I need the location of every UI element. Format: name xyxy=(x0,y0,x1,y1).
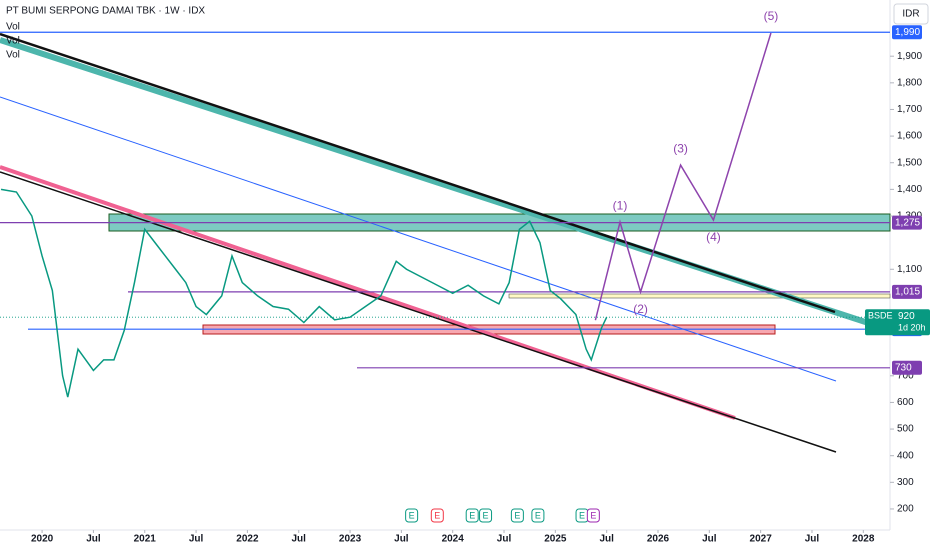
wave-label: (2) xyxy=(633,302,648,316)
earnings-label: E xyxy=(514,510,520,520)
x-tick-label: Jul xyxy=(394,534,409,545)
currency-box[interactable] xyxy=(893,3,929,25)
x-tick-label: Jul xyxy=(702,534,717,545)
y-tick-label: 1,900 xyxy=(897,51,922,62)
y-tick-label: 300 xyxy=(897,477,914,488)
price-line xyxy=(0,188,608,398)
level-label-box xyxy=(892,215,922,230)
wave-label: (4) xyxy=(706,230,721,244)
level-label: 730 xyxy=(895,362,912,373)
y-tick-label: 1,700 xyxy=(897,104,922,115)
chart-title: PT BUMI SERPONG DAMAI TBK · 1W · IDX xyxy=(6,6,205,17)
y-tick-label: 200 xyxy=(897,504,914,515)
y-tick-label: 500 xyxy=(897,424,914,435)
level-label-box xyxy=(892,360,922,375)
y-tick-label: 600 xyxy=(897,397,914,408)
indicator-label: Vol xyxy=(6,50,20,61)
x-tick-label: 2026 xyxy=(647,534,670,545)
earnings-label: E xyxy=(483,510,489,520)
y-tick-label: 1,100 xyxy=(897,264,922,275)
earnings-label: E xyxy=(434,510,440,520)
earnings-marker xyxy=(430,508,444,523)
level-label: 1,015 xyxy=(895,287,920,298)
countdown: 1d 20h xyxy=(898,323,926,333)
x-tick-label: 2027 xyxy=(750,534,773,545)
last-price: 920 xyxy=(898,311,915,322)
trend-line xyxy=(0,171,837,453)
y-tick-label: 1,500 xyxy=(897,157,922,168)
trend-line xyxy=(0,165,736,420)
wave-label: (3) xyxy=(673,141,688,155)
x-tick-label: 2020 xyxy=(31,534,54,545)
earnings-label: E xyxy=(469,510,475,520)
x-tick-label: 2025 xyxy=(544,534,567,545)
x-tick-label: 2022 xyxy=(236,534,259,545)
wave-label: (5) xyxy=(764,9,779,23)
wave-label: (1) xyxy=(613,198,628,212)
level-label: 1,990 xyxy=(895,27,920,38)
x-tick-label: Jul xyxy=(599,534,614,545)
x-tick-label: Jul xyxy=(805,534,820,545)
zone xyxy=(508,293,891,299)
earnings-label: E xyxy=(409,510,415,520)
earnings-marker xyxy=(531,508,545,523)
x-tick-label: Jul xyxy=(86,534,101,545)
wave-path xyxy=(594,32,772,321)
earnings-marker xyxy=(586,508,600,523)
y-tick-label: 1,400 xyxy=(897,184,922,195)
earnings-marker xyxy=(465,508,479,523)
x-tick-label: 2028 xyxy=(852,534,875,545)
x-tick-label: 2023 xyxy=(339,534,362,545)
trend-line xyxy=(0,96,837,382)
earnings-label: E xyxy=(590,510,596,520)
earnings-marker xyxy=(510,508,524,523)
price-box xyxy=(865,309,930,336)
earnings-label: E xyxy=(535,510,541,520)
level-label: 1,275 xyxy=(895,217,920,228)
x-tick-label: Jul xyxy=(497,534,512,545)
x-tick-label: Jul xyxy=(189,534,204,545)
x-tick-label: 2021 xyxy=(134,534,157,545)
y-tick-label: 400 xyxy=(897,450,914,461)
trend-line xyxy=(0,32,836,314)
earnings-marker xyxy=(479,508,493,523)
symbol: BSDE xyxy=(868,311,893,321)
currency[interactable]: IDR xyxy=(902,9,919,20)
indicator-label: Vol xyxy=(6,22,20,33)
level-label-box xyxy=(892,25,922,40)
earnings-marker xyxy=(405,508,419,523)
plot xyxy=(0,31,890,398)
indicator-label: Vol xyxy=(6,36,20,47)
x-tick-label: Jul xyxy=(291,534,306,545)
level-label-box xyxy=(892,284,922,299)
y-tick-label: 1,800 xyxy=(897,77,922,88)
earnings-label: E xyxy=(579,510,585,520)
y-tick-label: 700 xyxy=(897,370,914,381)
y-tick-label: 1,600 xyxy=(897,131,922,142)
x-tick-label: 2024 xyxy=(442,534,465,545)
